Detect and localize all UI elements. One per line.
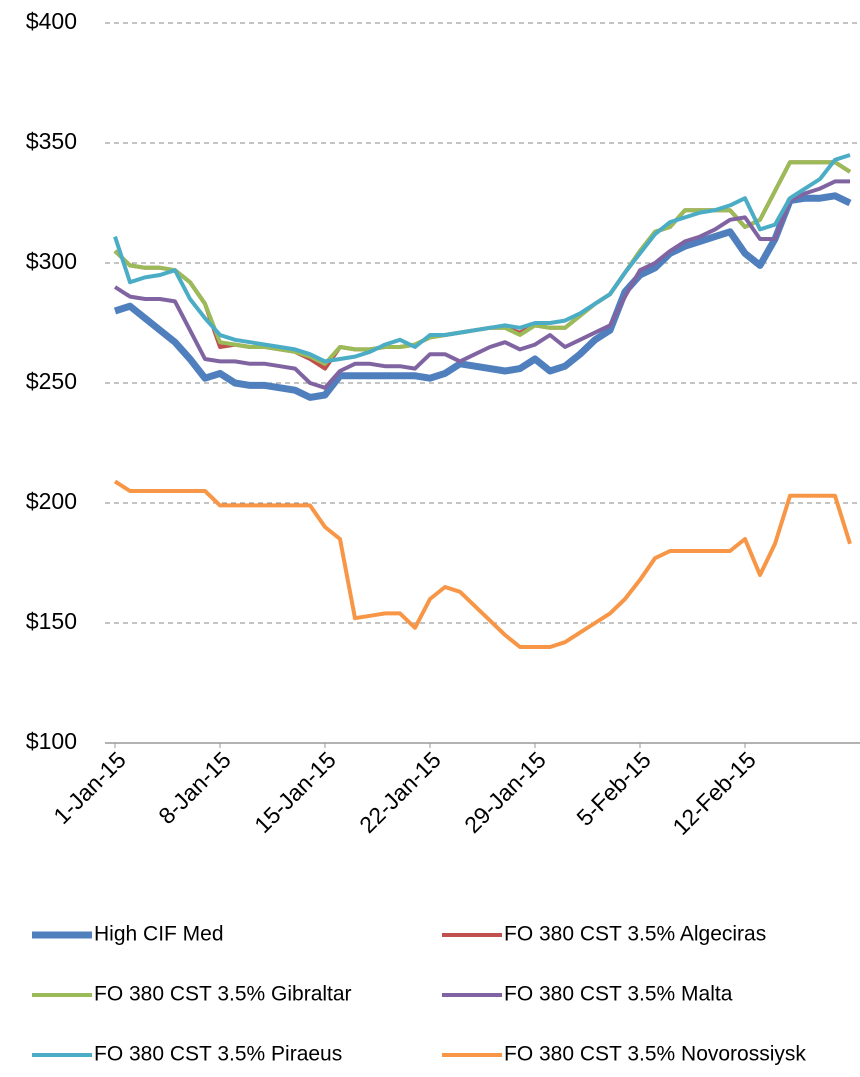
series-line [113, 179, 850, 390]
y-tick-label: $200 [26, 488, 77, 514]
series-line [113, 153, 851, 364]
legend-label: FO 380 CST 3.5% Algeciras [504, 923, 766, 946]
x-tick-label: 15-Jan-15 [249, 746, 341, 838]
legend-item: FO 380 CST 3.5% Malta [442, 983, 733, 1006]
x-tick-label: 12-Feb-15 [667, 746, 760, 839]
x-tick-label: 8-Jan-15 [153, 746, 236, 829]
y-tick-label: $350 [26, 128, 77, 154]
legend-item: High CIF Med [32, 923, 224, 946]
legend-label: FO 380 CST 3.5% Novorossiysk [504, 1043, 806, 1066]
series-line [113, 479, 852, 649]
x-tick-label: 1-Jan-15 [48, 746, 131, 829]
y-tick-label: $150 [26, 608, 77, 634]
y-tick-label: $300 [26, 248, 77, 274]
y-tick-label: $400 [26, 8, 77, 34]
legend-item: FO 380 CST 3.5% Piraeus [32, 1043, 342, 1066]
legend-label: FO 380 CST 3.5% Piraeus [94, 1043, 342, 1066]
x-tick-label: 29-Jan-15 [459, 746, 551, 838]
legend-label: High CIF Med [94, 923, 224, 946]
legend-label: FO 380 CST 3.5% Gibraltar [94, 983, 352, 1006]
x-tick-label: 22-Jan-15 [354, 746, 446, 838]
y-tick-label: $100 [26, 728, 77, 754]
series-line [113, 192, 852, 401]
x-tick-label: 5-Feb-15 [571, 746, 655, 830]
legend-item: FO 380 CST 3.5% Novorossiysk [442, 1043, 806, 1066]
y-tick-label: $250 [26, 368, 77, 394]
legend-label: FO 380 CST 3.5% Malta [504, 983, 733, 1006]
legend-item: FO 380 CST 3.5% Algeciras [442, 923, 766, 946]
legend-item: FO 380 CST 3.5% Gibraltar [32, 983, 352, 1006]
